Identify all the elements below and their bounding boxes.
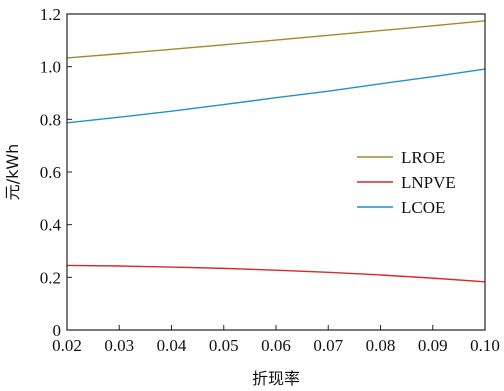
y-tick-label: 0.2 — [40, 268, 61, 287]
x-tick-label: 0.05 — [209, 336, 239, 355]
legend-label-lnpve: LNPVE — [401, 173, 456, 192]
y-tick-label: 0.6 — [40, 163, 61, 182]
series-line-lcoe — [66, 68, 486, 124]
plot-frame — [66, 13, 486, 331]
y-tick-label: 1.2 — [40, 5, 61, 24]
x-tick-label: 0.06 — [261, 336, 291, 355]
plot-lines — [66, 20, 486, 283]
x-tick-label: 0.09 — [418, 336, 448, 355]
y-tick-label: 0.4 — [40, 216, 62, 235]
series-line-lroe — [66, 20, 486, 59]
x-tick-label: 0.04 — [157, 336, 187, 355]
y-tick-label: 0 — [53, 321, 62, 340]
x-tick-label: 0.02 — [52, 336, 82, 355]
series-line-lnpve — [66, 264, 486, 283]
legend-label-lcoe: LCOE — [401, 198, 445, 217]
x-tick-label: 0.08 — [366, 336, 396, 355]
x-tick-label: 0.03 — [104, 336, 134, 355]
x-axis-title: 折现率 — [252, 369, 300, 388]
legend-label-lroe: LROE — [401, 148, 445, 167]
x-tick-label: 0.10 — [470, 336, 500, 355]
y-axis-ticks: 0 0.2 0.4 0.6 0.8 1.0 1.2 — [40, 5, 72, 340]
y-tick-label: 0.8 — [40, 110, 61, 129]
legend: LROE LNPVE LCOE — [357, 148, 456, 217]
y-axis-title: 元/kWh — [3, 144, 22, 201]
y-tick-label: 1.0 — [40, 58, 61, 77]
x-axis-ticks: 0.02 0.03 0.04 0.05 0.06 0.07 0.08 0.09 0.10 — [52, 325, 500, 355]
x-tick-label: 0.07 — [313, 336, 343, 355]
